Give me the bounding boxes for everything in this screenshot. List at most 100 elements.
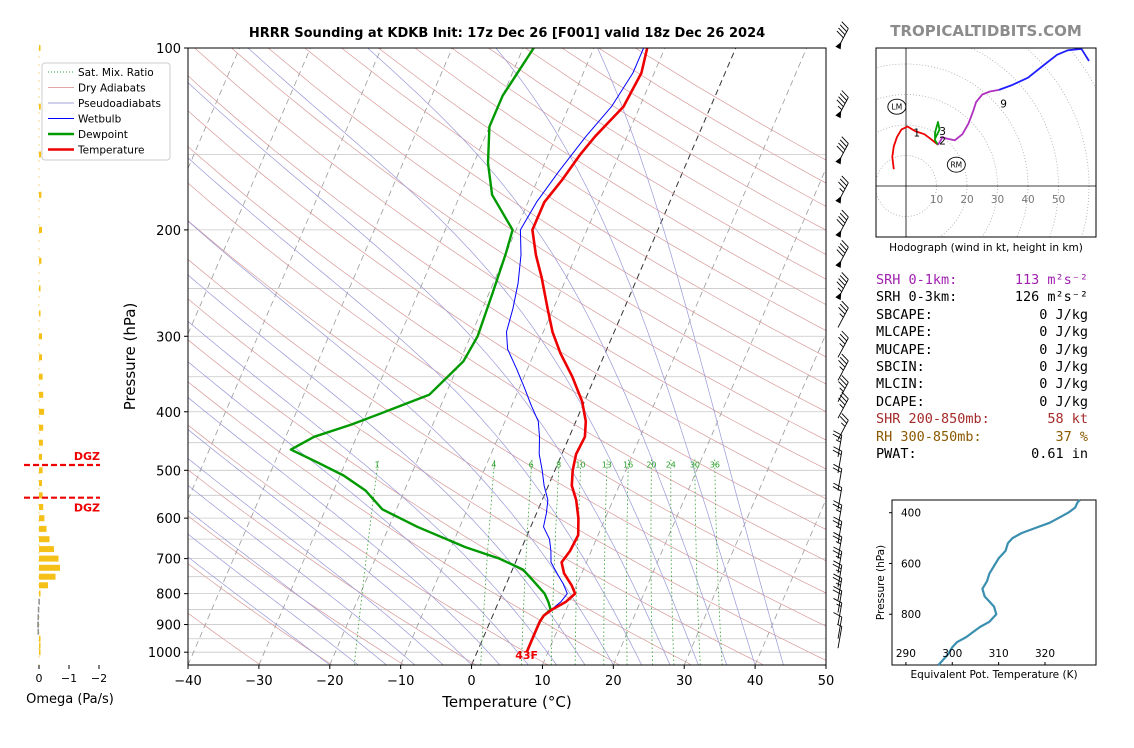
x-tick-label: 0 (467, 674, 475, 689)
barb-staff (837, 451, 843, 473)
omega-bar (39, 285, 41, 292)
wind-barb (837, 353, 849, 381)
isotherm (188, 48, 382, 501)
omega-bar (39, 45, 41, 51)
mixing-ratio-line (626, 459, 629, 665)
barb-head (835, 260, 842, 269)
barb-half (835, 525, 841, 529)
storm-motion-label: LM (892, 103, 903, 112)
omega-bar (38, 598, 40, 605)
barb-full (832, 503, 842, 509)
barb-staff (837, 307, 849, 328)
barb-full (838, 397, 846, 406)
omega-bar (39, 515, 45, 522)
y-tick-label: 900 (156, 619, 181, 634)
theta-e-profile (937, 499, 1081, 666)
index-row: SHR 200-850mb: 58 kt (876, 411, 1106, 428)
barb-half (839, 343, 844, 348)
mixing-ratio-line (574, 459, 582, 665)
omega-bar (39, 590, 41, 597)
index-value: 58 kt (1047, 411, 1088, 428)
mixing-ratio-label: 8 (556, 460, 561, 469)
barb-full (833, 446, 843, 452)
height-label: 1 (913, 128, 920, 140)
omega-bar (37, 628, 39, 635)
barb-staff (837, 468, 843, 491)
omega-tick-label: −2 (91, 672, 107, 685)
barb-full (836, 219, 844, 227)
barb-staff (837, 521, 843, 544)
barb-head (835, 156, 842, 165)
index-row: SRH 0-3km: 126 m²s⁻² (876, 289, 1106, 306)
omega-bar (39, 310, 41, 317)
theta-e-xtick-label: 300 (942, 648, 962, 660)
index-label: RH 300-850mb: (876, 428, 982, 445)
omega-bar (39, 525, 47, 532)
barb-full (841, 353, 849, 362)
pseudoadiabat (495, 48, 756, 665)
barb-full (838, 181, 846, 190)
theta-e-ytick-label: 800 (901, 609, 921, 621)
index-value: 113 m²s⁻² (1014, 272, 1088, 288)
wind-barb (832, 446, 843, 473)
barb-half (839, 387, 844, 392)
isotherm (188, 48, 453, 665)
barb-head (835, 196, 842, 204)
barb-full (833, 560, 843, 566)
wind-barb (832, 532, 843, 559)
barb-full (839, 333, 848, 342)
hodograph-caption: Hodograph (wind in kt, height in km) (889, 242, 1083, 254)
wind-barbs (832, 21, 849, 649)
barb-staff (837, 616, 843, 639)
barb-full (839, 139, 848, 147)
mixing-ratio-label: 20 (646, 460, 656, 469)
barb-staff (837, 382, 849, 402)
theta-e-xtick-label: 290 (896, 648, 916, 660)
barb-head (835, 110, 842, 119)
omega-bar (39, 642, 41, 649)
barb-full (833, 500, 843, 506)
wind-barb (836, 623, 843, 649)
barb-head (835, 41, 842, 50)
y-tick-label: 200 (156, 224, 181, 239)
barb-full (833, 532, 843, 538)
barb-half (835, 541, 841, 545)
barb-full (839, 24, 848, 32)
omega-bar (39, 573, 56, 580)
omega-bar (39, 555, 59, 562)
wind-barb (835, 175, 849, 204)
x-tick-label: −40 (174, 674, 201, 689)
index-value: 0 J/kg (1039, 324, 1088, 341)
barb-half (835, 439, 841, 443)
y-tick-label: 400 (156, 406, 181, 421)
hodograph-ring-label: 30 (991, 194, 1004, 206)
barb-staff (837, 398, 849, 419)
index-row: SBCIN: 0 J/kg (876, 359, 1106, 376)
barb-full (832, 550, 842, 556)
pseudoadiabat (247, 48, 699, 665)
isotherm (471, 48, 737, 665)
barb-staff (837, 551, 843, 574)
barb-full (836, 281, 844, 289)
mixing-ratio-line (650, 459, 653, 665)
height-label: 3 (939, 126, 946, 138)
wind-barb (835, 239, 849, 269)
omega-bar (39, 564, 60, 571)
wind-barb (837, 413, 849, 440)
dry-adiabat (378, 48, 826, 331)
barb-full (838, 306, 846, 315)
mixing-ratio-label: 10 (575, 460, 585, 469)
wind-barb (835, 209, 849, 238)
mixing-ratio-label: 1 (374, 460, 379, 469)
storm-motion-marker (946, 156, 966, 173)
pseudoadiabat (188, 320, 557, 665)
wind-barb (837, 391, 849, 419)
barb-full (841, 21, 849, 29)
legend-label: Sat. Mix. Ratio (78, 67, 154, 79)
chart-title: HRRR Sounding at KDKB Init: 17z Dec 26 [… (248, 26, 766, 41)
index-row: SRH 0-1km: 113 m²s⁻² (876, 272, 1106, 289)
dry-adiabat (188, 381, 621, 665)
dry-adiabat (414, 48, 826, 305)
